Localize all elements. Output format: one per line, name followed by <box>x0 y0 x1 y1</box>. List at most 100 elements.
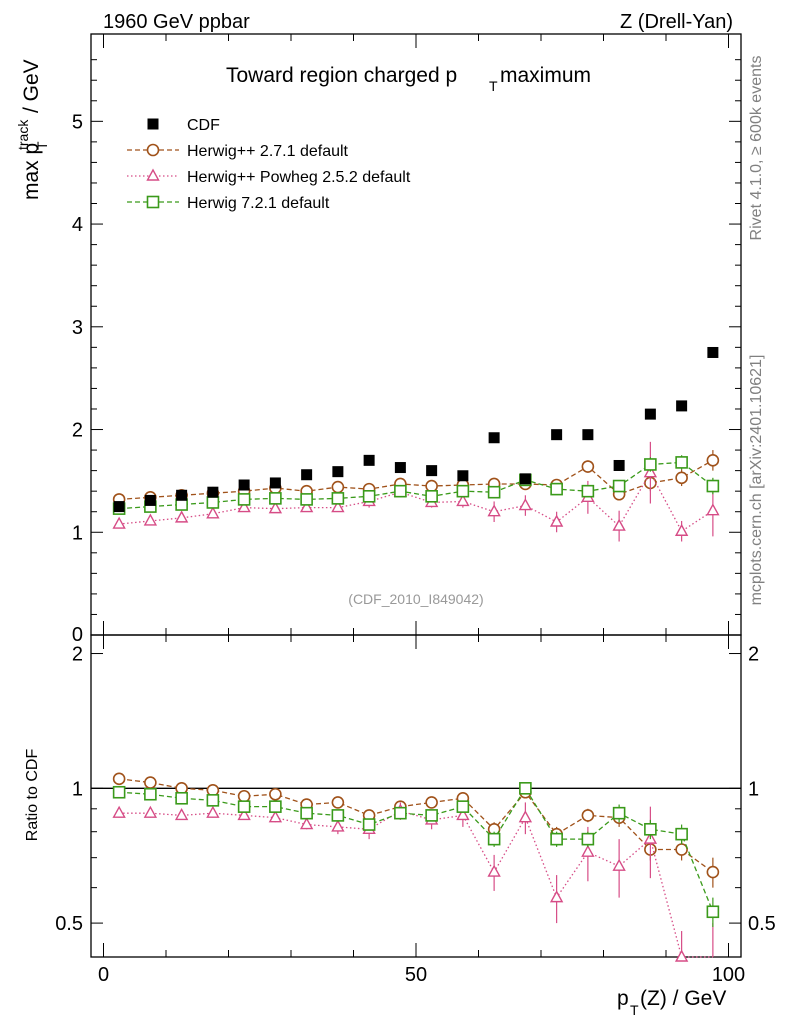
main-plot-title: Toward region charged p T maximum <box>226 64 591 94</box>
main-point-cdf <box>301 469 313 481</box>
legend-label-cdf: CDF <box>187 117 220 134</box>
main-point-cdf <box>113 501 125 513</box>
main-ylabel-superscript: track <box>15 119 31 150</box>
main-point-herwig271 <box>425 479 438 493</box>
main-point-herwig721 <box>237 493 251 506</box>
ratio-point-powheg <box>112 805 126 818</box>
main-point-cdf <box>363 454 375 466</box>
main-plot-area: 1 2 3 4 5 0 <box>72 33 742 646</box>
ratio-point-powheg <box>299 817 314 830</box>
ratio-point-powheg <box>174 807 189 821</box>
main-series-powheg <box>112 441 720 542</box>
main-point-herwig721 <box>269 492 282 505</box>
main-ytick-label: 2 <box>72 420 83 442</box>
main-point-powheg <box>299 500 314 513</box>
legend-label-powheg: Herwig++ Powheg 2.5.2 default <box>187 169 411 186</box>
main-ylabel-end: / GeV <box>20 59 43 113</box>
ratio-point-herwig721 <box>612 806 626 820</box>
x-axis-label: p T (Z) / GeV <box>617 987 726 1018</box>
main-point-cdf <box>176 489 188 501</box>
ratio-y-axis-label: Ratio to CDF <box>24 749 41 842</box>
main-point-herwig721 <box>331 492 345 505</box>
main-point-cdf <box>207 486 219 498</box>
main-point-cdf <box>707 346 719 358</box>
main-point-powheg <box>612 518 626 531</box>
main-series-herwig721 <box>112 455 720 515</box>
xtick-label: 100 <box>712 964 745 986</box>
ratio-point-herwig721 <box>581 832 595 846</box>
ratio-point-herwig271 <box>144 776 157 789</box>
main-ytick-label: 3 <box>72 317 83 339</box>
main-point-powheg <box>143 513 158 526</box>
ratio-point-herwig721 <box>519 782 532 795</box>
main-title-text: Toward region charged p <box>226 64 457 87</box>
ratio-point-herwig721 <box>206 794 220 807</box>
main-point-herwig271 <box>675 471 688 485</box>
xlabel-subscript: T <box>630 1002 639 1018</box>
main-point-cdf <box>238 479 250 491</box>
ratio-point-powheg <box>612 858 626 871</box>
ratio-point-herwig271 <box>269 787 282 801</box>
xtick-label: 50 <box>405 964 427 986</box>
main-point-powheg <box>174 510 189 523</box>
main-point-powheg <box>643 465 658 478</box>
ratio-point-herwig721 <box>644 822 657 836</box>
main-point-powheg <box>112 516 126 529</box>
ratio-point-herwig721 <box>144 787 157 801</box>
ratio-ytick-label: 1 <box>72 778 83 800</box>
main-point-cdf <box>144 494 156 506</box>
ratio-ytick-label-right: 2 <box>748 644 759 666</box>
ratio-series-herwig271 <box>112 772 720 888</box>
legend-marker-cdf <box>147 118 159 130</box>
header-left: 1960 GeV ppbar <box>103 11 250 33</box>
ratio-point-herwig721 <box>362 818 376 831</box>
main-point-cdf <box>582 429 594 441</box>
main-y-axis-label: max p track T / GeV <box>15 59 50 200</box>
ratio-point-herwig271 <box>675 843 688 856</box>
ratio-point-powheg <box>674 949 689 962</box>
ratio-point-powheg <box>549 890 564 903</box>
ratio-point-herwig721 <box>706 905 720 919</box>
legend-label-herwig721: Herwig 7.2.1 default <box>187 195 330 212</box>
ratio-series-herwig721 <box>112 782 720 928</box>
ratio-point-herwig721 <box>175 791 188 805</box>
main-point-herwig271 <box>706 454 720 467</box>
main-ytick-label: 4 <box>72 214 83 236</box>
ratio-point-herwig721 <box>331 809 345 822</box>
legend-entry-powheg: Herwig++ Powheg 2.5.2 default <box>127 168 411 186</box>
main-line-powheg <box>119 471 714 533</box>
legend-entry-herwig271: Herwig++ 2.7.1 default <box>127 143 349 160</box>
main-title-subscript: T <box>489 78 498 94</box>
main-point-herwig721 <box>706 479 720 493</box>
ratio-point-herwig271 <box>237 789 251 803</box>
ratio-point-herwig721 <box>456 800 470 813</box>
ratio-point-herwig721 <box>425 809 438 822</box>
mcplots-label: mcplots.cern.ch [arXiv:2401.10621] <box>748 355 765 606</box>
ratio-point-powheg <box>518 810 533 823</box>
xlabel-end: (Z) / GeV <box>640 987 726 1010</box>
main-ytick-label-zero: 0 <box>72 624 83 646</box>
legend-entry-herwig721: Herwig 7.2.1 default <box>127 195 330 212</box>
ratio-point-herwig271 <box>706 865 720 879</box>
main-ylabel-text: max p <box>20 143 43 200</box>
main-point-herwig721 <box>487 485 501 499</box>
main-point-powheg <box>268 501 283 514</box>
main-point-powheg <box>237 500 251 513</box>
main-point-herwig271 <box>331 480 345 494</box>
ratio-point-herwig271 <box>331 796 345 809</box>
main-title-end: maximum <box>500 64 591 87</box>
main-point-cdf <box>269 477 281 489</box>
main-point-cdf <box>644 408 656 420</box>
ratio-point-herwig721 <box>112 785 126 799</box>
ratio-point-herwig721 <box>487 832 501 846</box>
rivet-label: Rivet 4.1.0, ≥ 600k events <box>748 56 765 241</box>
main-point-cdf <box>613 459 625 471</box>
ratio-point-powheg <box>237 807 251 821</box>
ratio-frame <box>90 634 742 958</box>
ratio-point-powheg <box>581 844 595 857</box>
main-point-herwig721 <box>644 458 657 471</box>
main-point-powheg <box>674 523 689 536</box>
ratio-point-herwig271 <box>581 809 595 822</box>
xtick-label: 0 <box>98 964 109 986</box>
